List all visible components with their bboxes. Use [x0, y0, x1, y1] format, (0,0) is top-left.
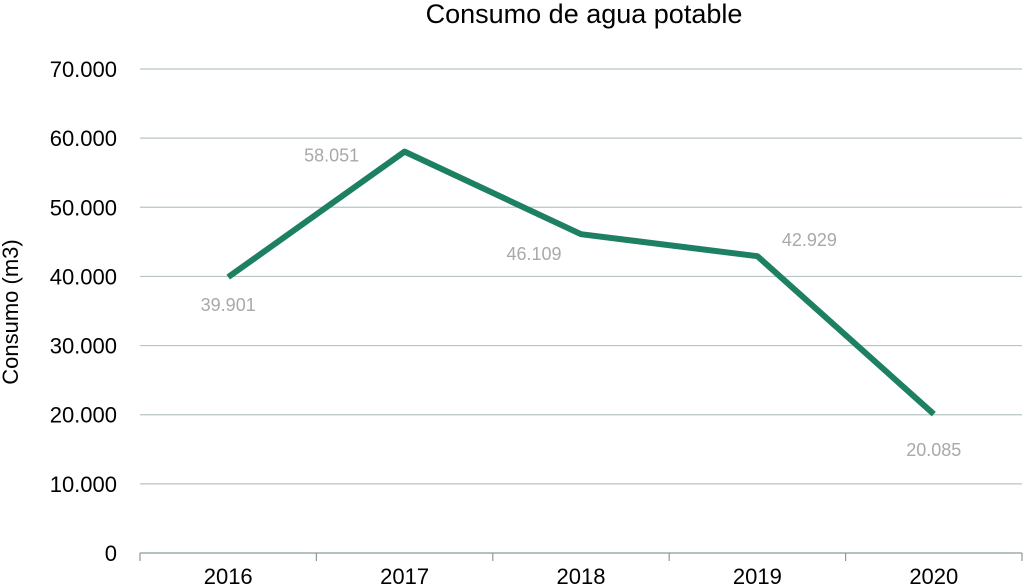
x-axis: 2016 2017 2018 2019 2020	[139, 552, 1023, 585]
x-tick-label: 2019	[733, 564, 782, 585]
y-tick-label: 60.000	[50, 126, 117, 151]
gridlines	[140, 68, 1022, 485]
data-label: 58.051	[304, 146, 359, 166]
x-tick-label: 2016	[204, 564, 253, 585]
data-label: 46.109	[506, 244, 561, 264]
y-axis-label: Consumo (m3)	[0, 239, 23, 384]
series-group	[226, 148, 936, 417]
y-tick-label: 0	[105, 541, 117, 566]
data-labels: 39.901 58.051 46.109 42.929 20.085	[201, 146, 962, 461]
x-tick-label: 2020	[909, 564, 958, 585]
y-tick-label: 10.000	[50, 472, 117, 497]
y-tick-label: 40.000	[50, 264, 117, 289]
data-label: 20.085	[906, 440, 961, 460]
chart-title: Consumo de agua potable	[426, 0, 743, 29]
x-tick-label: 2017	[380, 564, 429, 585]
y-tick-label: 50.000	[50, 195, 117, 220]
x-tick-label: 2018	[557, 564, 606, 585]
y-axis-ticks: 0 10.000 20.000 30.000 40.000 50.000 60.000 70.…	[50, 57, 117, 566]
data-label: 39.901	[201, 295, 256, 315]
y-tick-label: 30.000	[50, 334, 117, 359]
series-line	[226, 148, 936, 417]
y-tick-label: 70.000	[50, 57, 117, 82]
data-label: 42.929	[782, 230, 837, 250]
y-tick-label: 20.000	[50, 403, 117, 428]
